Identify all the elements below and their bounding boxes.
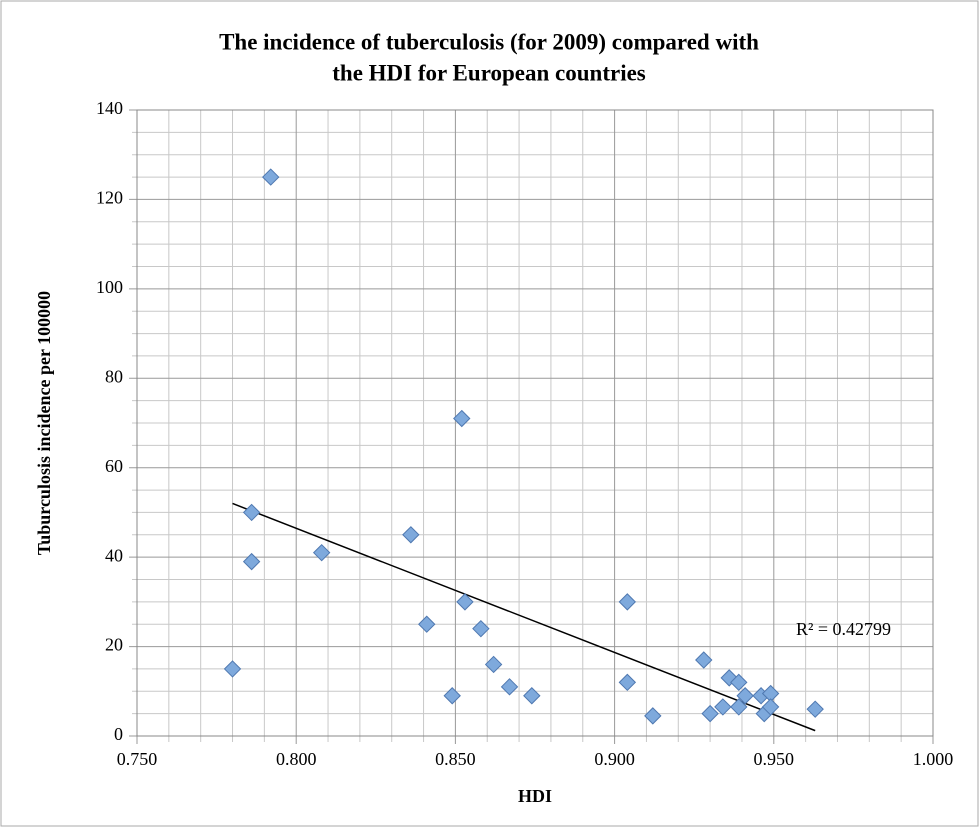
y-tick-label: 140 xyxy=(96,98,123,118)
point xyxy=(618,673,637,692)
point xyxy=(242,503,261,522)
x-tick-label: 0.900 xyxy=(594,749,635,769)
point xyxy=(695,651,713,669)
point xyxy=(242,552,261,571)
chart-title: the HDI for European countries xyxy=(332,60,646,85)
x-tick-label: 0.950 xyxy=(754,749,795,769)
x-axis-label: HDI xyxy=(518,786,552,806)
y-tick-label: 20 xyxy=(105,635,123,655)
point xyxy=(223,660,242,678)
y-tick-label: 60 xyxy=(105,456,123,476)
trendline xyxy=(232,502,816,732)
point xyxy=(443,687,461,705)
point xyxy=(730,698,748,716)
y-tick-label: 0 xyxy=(114,724,123,744)
point xyxy=(618,593,637,611)
point xyxy=(644,707,662,725)
point xyxy=(736,687,754,705)
point xyxy=(730,673,748,692)
point xyxy=(472,619,490,638)
x-tick-label: 0.850 xyxy=(435,749,476,769)
x-tick-label: 0.800 xyxy=(276,749,317,769)
x-tick-label: 0.750 xyxy=(117,749,158,769)
y-tick-label: 80 xyxy=(105,366,123,386)
plot-border xyxy=(136,109,934,737)
point xyxy=(418,615,436,633)
grid: 0.750 0.800 0.850 0.900 0.950 1.000 0 20 40 60 80 1… xyxy=(96,98,953,769)
point xyxy=(761,698,780,716)
point xyxy=(312,543,331,562)
annotation: R² = 0.42799 xyxy=(796,619,891,639)
point xyxy=(402,526,420,544)
point xyxy=(701,704,719,723)
point xyxy=(456,593,474,611)
point xyxy=(453,409,471,428)
point xyxy=(262,168,280,186)
point xyxy=(714,698,732,716)
chart-title: The incidence of tuberculosis (for 2009)… xyxy=(219,29,759,54)
x-tick-label: 1.000 xyxy=(913,749,954,769)
y-tick-label: 100 xyxy=(96,277,123,297)
point xyxy=(806,700,824,718)
point xyxy=(523,687,541,705)
y-tick-label: 40 xyxy=(105,545,123,565)
point xyxy=(500,678,519,696)
y-axis-label: Tuburculosis incidence per 100000 xyxy=(34,291,54,555)
plot: R² = 0.42799 xyxy=(223,168,891,732)
y-tick-label: 120 xyxy=(96,188,123,208)
point xyxy=(484,655,503,674)
